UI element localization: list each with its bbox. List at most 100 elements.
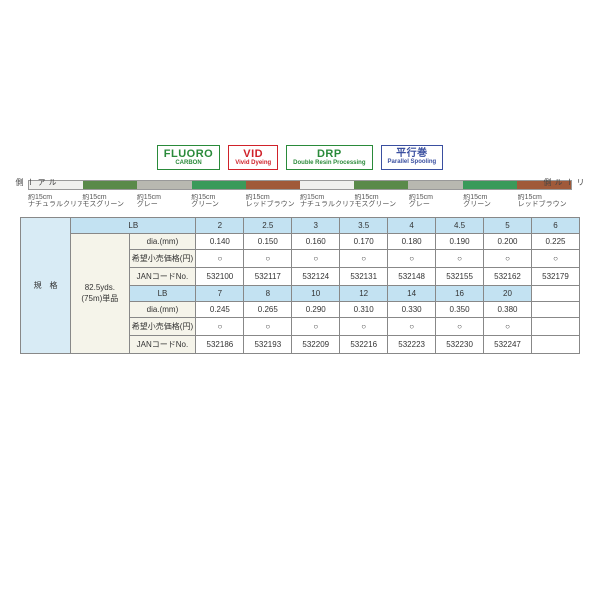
spec-header: 規 格 [21, 218, 71, 354]
segment-labels: 約15cmナチュラルクリア約15cmモスグリーン約15cmグレー約15cmグリー… [28, 194, 572, 209]
data-cell: ○ [196, 250, 244, 268]
badge-vid: VID Vivid Dyeing [228, 145, 278, 170]
lb-cell: 14 [388, 286, 436, 302]
data-cell: 532162 [484, 268, 532, 286]
segment-label: 約15cmグレー [137, 194, 191, 209]
empty-cell [531, 302, 579, 318]
data-cell: 532230 [436, 336, 484, 354]
data-cell: 532148 [388, 268, 436, 286]
segment-label: 約15cmグリーン [463, 194, 517, 209]
data-cell: 532216 [340, 336, 388, 354]
lb-cell: 6 [531, 218, 579, 234]
lb-cell: 10 [292, 286, 340, 302]
side-cell: 82.5yds. (75m)単品 [71, 234, 129, 354]
page-container: FLUORO CARBON VID Vivid Dyeing DRP Doubl… [0, 0, 600, 354]
data-cell: ○ [340, 250, 388, 268]
lb-cell: 16 [436, 286, 484, 302]
data-cell: 532100 [196, 268, 244, 286]
badge-drp: DRP Double Resin Processing [286, 145, 372, 170]
table-row: 82.5yds. (75m)単品 dia.(mm) 0.140 0.150 0.… [21, 234, 580, 250]
data-cell: ○ [388, 318, 436, 336]
color-segment [137, 181, 191, 189]
lb-cell: 2 [196, 218, 244, 234]
data-cell: ○ [388, 250, 436, 268]
badge-fluoro: FLUORO CARBON [157, 145, 220, 170]
data-cell: ○ [196, 318, 244, 336]
data-cell: ○ [484, 318, 532, 336]
data-cell: 0.310 [340, 302, 388, 318]
data-cell: 0.245 [196, 302, 244, 318]
badge-parallel-big: 平行巻 [388, 148, 437, 159]
color-segment [463, 181, 517, 189]
segment-label: 約15cmレッドブラウン [518, 194, 572, 209]
data-cell: 0.150 [244, 234, 292, 250]
row-label-dia: dia.(mm) [129, 302, 196, 318]
color-segment [354, 181, 408, 189]
data-cell: 0.140 [196, 234, 244, 250]
data-cell: 0.200 [484, 234, 532, 250]
badge-parallel-sm: Parallel Spooling [388, 159, 437, 166]
data-cell: 532209 [292, 336, 340, 354]
badge-drp-sm: Double Resin Processing [293, 160, 365, 167]
data-cell: 532247 [484, 336, 532, 354]
badge-row: FLUORO CARBON VID Vivid Dyeing DRP Doubl… [0, 145, 600, 170]
data-cell: ○ [340, 318, 388, 336]
lb-header-2: LB [129, 286, 196, 302]
lb-cell: 8 [244, 286, 292, 302]
side-line2: (75m)単品 [81, 294, 118, 303]
row-label-dia: dia.(mm) [129, 234, 196, 250]
color-segment [408, 181, 462, 189]
data-cell: ○ [244, 318, 292, 336]
data-cell: 532193 [244, 336, 292, 354]
data-cell: 532155 [436, 268, 484, 286]
badge-drp-big: DRP [293, 148, 365, 160]
empty-cell [531, 286, 579, 302]
lb-cell: 4.5 [436, 218, 484, 234]
segment-label: 約15cmモスグリーン [354, 194, 408, 209]
color-segment [192, 181, 246, 189]
lb-cell: 7 [196, 286, 244, 302]
colorbar [28, 180, 572, 190]
segment-label: 約15cmレッドブラウン [246, 194, 300, 209]
data-cell: 0.190 [436, 234, 484, 250]
data-cell: 532124 [292, 268, 340, 286]
data-cell: 0.290 [292, 302, 340, 318]
lb-cell: 4 [388, 218, 436, 234]
data-cell: ○ [244, 250, 292, 268]
side-label-right: リール側 [542, 178, 586, 190]
side-line1: 82.5yds. [85, 283, 115, 292]
data-cell: 532186 [196, 336, 244, 354]
data-cell: 0.160 [292, 234, 340, 250]
lb-cell: 3.5 [340, 218, 388, 234]
side-label-left: ルアー側 [14, 178, 58, 190]
data-cell: 0.225 [531, 234, 579, 250]
lb-cell: 5 [484, 218, 532, 234]
spec-table: 規 格 LB 2 2.5 3 3.5 4 4.5 5 6 82.5yds. (7… [20, 217, 580, 354]
empty-cell [531, 336, 579, 354]
data-cell: 532131 [340, 268, 388, 286]
color-segment [246, 181, 300, 189]
table-row: 規 格 LB 2 2.5 3 3.5 4 4.5 5 6 [21, 218, 580, 234]
lb-cell: 12 [340, 286, 388, 302]
data-cell: 0.170 [340, 234, 388, 250]
badge-fluoro-sm: CARBON [164, 160, 213, 167]
data-cell: 0.380 [484, 302, 532, 318]
segment-label: 約15cmナチュラルクリア [28, 194, 82, 209]
segment-label: 約15cmモスグリーン [82, 194, 136, 209]
color-segment [83, 181, 137, 189]
empty-cell [531, 318, 579, 336]
segment-label: 約15cmグリーン [191, 194, 245, 209]
lb-cell: 3 [292, 218, 340, 234]
badge-vid-sm: Vivid Dyeing [235, 160, 271, 167]
color-segment [300, 181, 354, 189]
data-cell: 532223 [388, 336, 436, 354]
segment-label: 約15cmナチュラルクリア [300, 194, 354, 209]
badge-fluoro-big: FLUORO [164, 148, 213, 160]
data-cell: ○ [531, 250, 579, 268]
lb-cell: 2.5 [244, 218, 292, 234]
data-cell: ○ [292, 318, 340, 336]
row-label-jan: JANコードNo. [129, 336, 196, 354]
data-cell: 0.330 [388, 302, 436, 318]
data-cell: 0.180 [388, 234, 436, 250]
badge-parallel: 平行巻 Parallel Spooling [381, 145, 444, 170]
